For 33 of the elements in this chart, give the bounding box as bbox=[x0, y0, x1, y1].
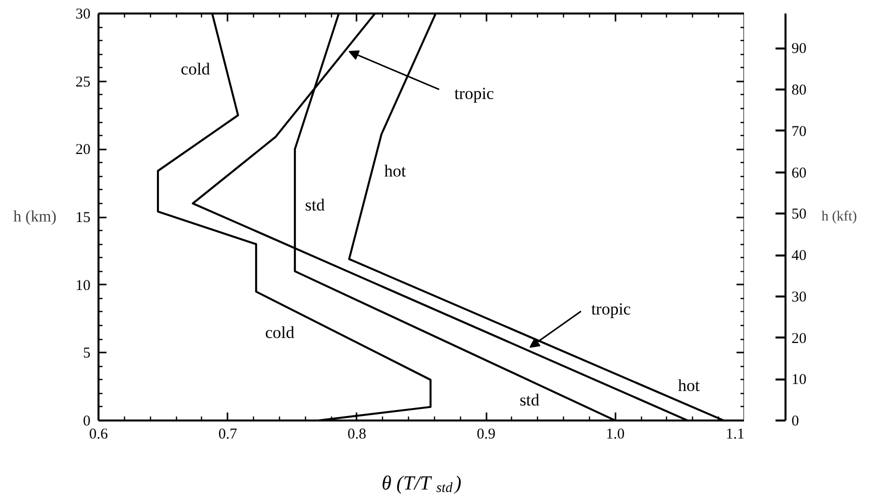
x-tick-label: 0.6 bbox=[89, 426, 108, 442]
y2-tick-label: 90 bbox=[792, 41, 806, 58]
y2-tick-label: 40 bbox=[792, 248, 806, 264]
annotation: cold bbox=[180, 60, 211, 79]
y2-tick-label: 10 bbox=[792, 372, 806, 388]
annotation: std bbox=[520, 390, 540, 410]
y-tick-label: 25 bbox=[76, 74, 90, 90]
x-tick-label: 1.0 bbox=[606, 426, 625, 442]
y-tick-label: 10 bbox=[76, 278, 90, 294]
y2-tick-label: 60 bbox=[792, 165, 806, 182]
y-axis-title: h (km) bbox=[13, 208, 57, 226]
annotation: hot bbox=[678, 376, 700, 396]
x-tick-label: 0.7 bbox=[218, 426, 238, 442]
y-tick-label: 0 bbox=[83, 414, 90, 430]
y2-tick-label: 80 bbox=[792, 82, 806, 99]
y-tick-label: 15 bbox=[76, 210, 90, 226]
y2-tick-label: 0 bbox=[792, 414, 799, 430]
annotation: cold bbox=[265, 322, 295, 342]
y2-axis-title: h (kft) bbox=[822, 210, 858, 224]
y2-tick-label: 70 bbox=[792, 124, 806, 140]
annotation: tropic bbox=[454, 84, 494, 103]
x-tick-label: 1.1 bbox=[726, 426, 744, 442]
x-tick-label: 0.8 bbox=[348, 426, 366, 442]
annotation: hot bbox=[384, 161, 406, 180]
y2-tick-label: 50 bbox=[792, 206, 806, 223]
y2-tick-label: 30 bbox=[792, 289, 806, 306]
y-tick-label: 5 bbox=[83, 346, 90, 362]
y2-tick-label: 20 bbox=[792, 330, 806, 347]
y-tick-label: 20 bbox=[76, 142, 90, 158]
annotation: tropic bbox=[591, 300, 632, 319]
annotation: std bbox=[304, 195, 326, 214]
y-tick-label: 30 bbox=[76, 6, 90, 22]
x-tick-label: 0.9 bbox=[476, 426, 496, 442]
